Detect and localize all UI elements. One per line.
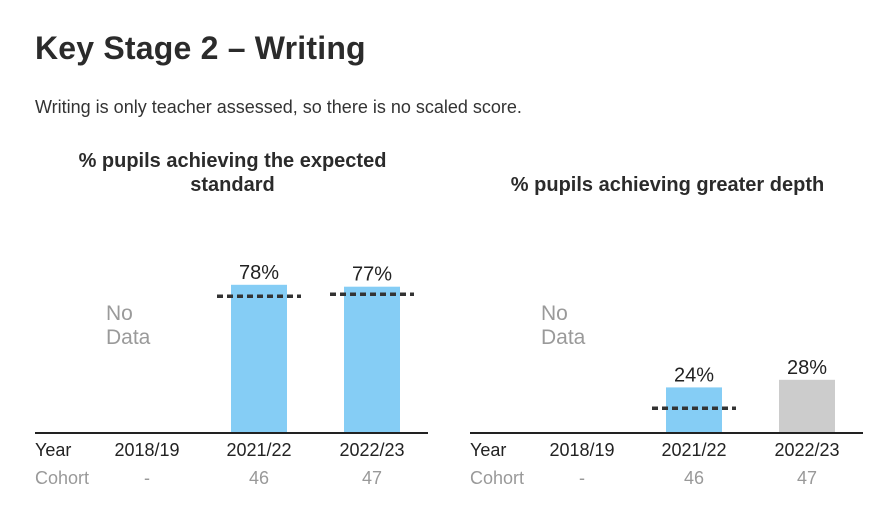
cohort-row-label: Cohort [470, 468, 525, 488]
year-cell: 2022/23 [774, 440, 840, 460]
year-cell: 2018/19 [114, 440, 180, 460]
page-subtitle: Writing is only teacher assessed, so the… [35, 97, 522, 117]
year-row-label: Year [35, 440, 72, 460]
bar-value-label: 78% [239, 262, 279, 284]
bar-value-label: 28% [787, 357, 827, 379]
year-cell: 2021/22 [226, 440, 292, 460]
cohort-cell: - [579, 468, 585, 488]
page-title: Key Stage 2 – Writing [35, 30, 366, 66]
year-cell: 2018/19 [549, 440, 615, 460]
chart-title: % pupils achieving greater depth [510, 174, 825, 196]
cohort-cell: 47 [361, 468, 383, 488]
bar [231, 284, 287, 433]
year-row-label: Year [470, 440, 507, 460]
bar-value-label: 24% [674, 364, 714, 386]
cohort-row-label: Cohort [35, 468, 90, 488]
chart-title: % pupils achieving the expected standard [78, 150, 387, 196]
bar [779, 379, 835, 433]
cohort-cell: 47 [796, 468, 818, 488]
cohort-cell: 46 [248, 468, 270, 488]
cohort-cell: - [144, 468, 150, 488]
no-data-label: No Data [106, 302, 151, 349]
bar-value-label: 77% [352, 264, 392, 286]
bar [666, 387, 722, 433]
no-data-label: No Data [541, 302, 586, 349]
bar [344, 286, 400, 433]
year-cell: 2021/22 [661, 440, 727, 460]
year-cell: 2022/23 [339, 440, 405, 460]
cohort-cell: 46 [683, 468, 705, 488]
